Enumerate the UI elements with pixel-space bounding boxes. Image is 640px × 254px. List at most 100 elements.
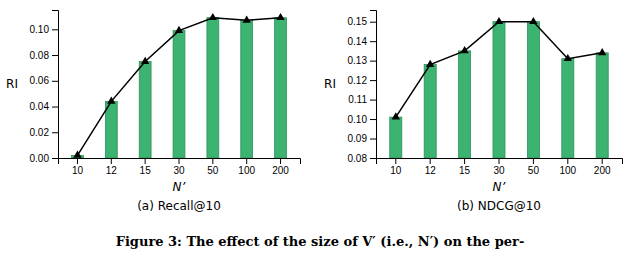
subplot-title: (b) NDCG@10 xyxy=(457,199,541,213)
tick-mark xyxy=(370,41,376,42)
tick-mark xyxy=(370,80,376,81)
line xyxy=(77,18,280,156)
tick: 0.10 xyxy=(30,24,58,35)
tick-mark xyxy=(602,158,603,164)
tick: 10 xyxy=(72,158,84,176)
marker xyxy=(564,54,572,61)
panel: 10 12 15 30 50 100 200 0.08 0.09 0.10 0.11 0.12 0.13… xyxy=(324,11,622,214)
tick-label: 100 xyxy=(559,165,576,176)
tick: 0.02 xyxy=(30,127,58,138)
tick: 10 xyxy=(390,158,402,176)
x-axis: 1012153050100200 xyxy=(59,158,301,176)
tick-label: 0.10 xyxy=(30,24,50,35)
axis-line xyxy=(370,11,377,159)
tick-mark xyxy=(52,158,58,159)
tick-mark xyxy=(52,132,58,133)
plot-area xyxy=(72,13,287,158)
tick: 0.10 xyxy=(348,114,376,125)
tick-mark xyxy=(145,158,146,164)
tick: 0.09 xyxy=(348,133,376,144)
tick-label: 0.12 xyxy=(348,75,368,86)
tick-mark xyxy=(77,158,78,164)
y-axis: 0.000.020.040.060.080.10 xyxy=(30,11,59,164)
marker xyxy=(73,151,81,158)
panel: 10121530501002000.000.020.040.060.080.10… xyxy=(6,11,300,214)
tick-label: 0.10 xyxy=(348,114,368,125)
tick-label: 15 xyxy=(140,165,152,176)
tick: 50 xyxy=(207,158,219,176)
marker xyxy=(175,26,183,33)
plot-area xyxy=(390,17,608,158)
bar xyxy=(105,101,117,158)
line xyxy=(396,22,602,117)
tick-mark xyxy=(179,158,180,164)
tick-mark xyxy=(212,158,213,164)
tick-label: 200 xyxy=(272,165,289,176)
bar xyxy=(173,31,185,158)
bar xyxy=(459,51,471,158)
bar xyxy=(493,22,505,158)
tick: 0.13 xyxy=(348,55,376,66)
marker xyxy=(426,60,434,67)
marker xyxy=(141,57,149,64)
tick-mark xyxy=(370,100,376,101)
bar xyxy=(275,18,287,158)
tick-mark xyxy=(499,158,500,164)
figure-caption: Figure 3: The effect of the size of V′ (… xyxy=(116,234,525,249)
tick: 0.08 xyxy=(30,50,58,61)
marker xyxy=(209,13,217,20)
tick-mark xyxy=(280,158,281,164)
tick-label: 50 xyxy=(528,165,540,176)
tick: 0.12 xyxy=(348,75,376,86)
marker xyxy=(460,46,468,53)
tick-label: 0.04 xyxy=(30,101,50,112)
tick: 15 xyxy=(140,158,152,176)
tick: 200 xyxy=(272,158,289,176)
marker xyxy=(529,17,537,24)
tick: 0.11 xyxy=(348,94,376,105)
tick: 0.04 xyxy=(30,101,58,112)
tick: 30 xyxy=(493,158,505,176)
y-axis-label: RI xyxy=(6,77,18,91)
tick-label: 10 xyxy=(72,165,84,176)
tick-mark xyxy=(246,158,247,164)
tick-label: 0.09 xyxy=(348,133,368,144)
tick: 30 xyxy=(173,158,185,176)
tick-label: 0.11 xyxy=(348,94,367,105)
tick: 0.14 xyxy=(348,36,376,47)
axis-line xyxy=(52,11,59,159)
tick-label: 0.06 xyxy=(30,75,50,86)
bar xyxy=(207,18,219,158)
tick-label: 200 xyxy=(594,165,611,176)
bar xyxy=(390,117,402,158)
tick-label: 10 xyxy=(390,165,402,176)
tick-label: 30 xyxy=(173,165,185,176)
bar xyxy=(562,59,574,158)
bar xyxy=(424,65,436,158)
tick: 200 xyxy=(594,158,611,176)
tick-mark xyxy=(52,29,58,30)
tick: 100 xyxy=(559,158,576,176)
tick-label: 0.08 xyxy=(30,50,50,61)
marker xyxy=(276,13,284,20)
tick: 0.08 xyxy=(348,153,376,164)
tick-mark xyxy=(370,139,376,140)
tick: 15 xyxy=(459,158,471,176)
tick: 12 xyxy=(106,158,118,176)
tick-label: 15 xyxy=(459,165,471,176)
tick: 12 xyxy=(425,158,437,176)
x-axis: 10 12 15 30 50 100 200 xyxy=(377,158,623,176)
tick: 0.15 xyxy=(348,16,376,27)
x-axis-label: N’ xyxy=(493,180,506,194)
marker xyxy=(107,97,115,104)
tick-label: 0.02 xyxy=(30,127,50,138)
tick: 50 xyxy=(528,158,540,176)
tick-mark xyxy=(370,22,376,23)
bar xyxy=(527,22,539,158)
tick-mark xyxy=(370,119,376,120)
tick-mark xyxy=(395,158,396,164)
tick-mark xyxy=(52,55,58,56)
subplot-title: (a) Recall@10 xyxy=(137,199,221,213)
tick-label: 30 xyxy=(493,165,505,176)
tick-mark xyxy=(52,81,58,82)
